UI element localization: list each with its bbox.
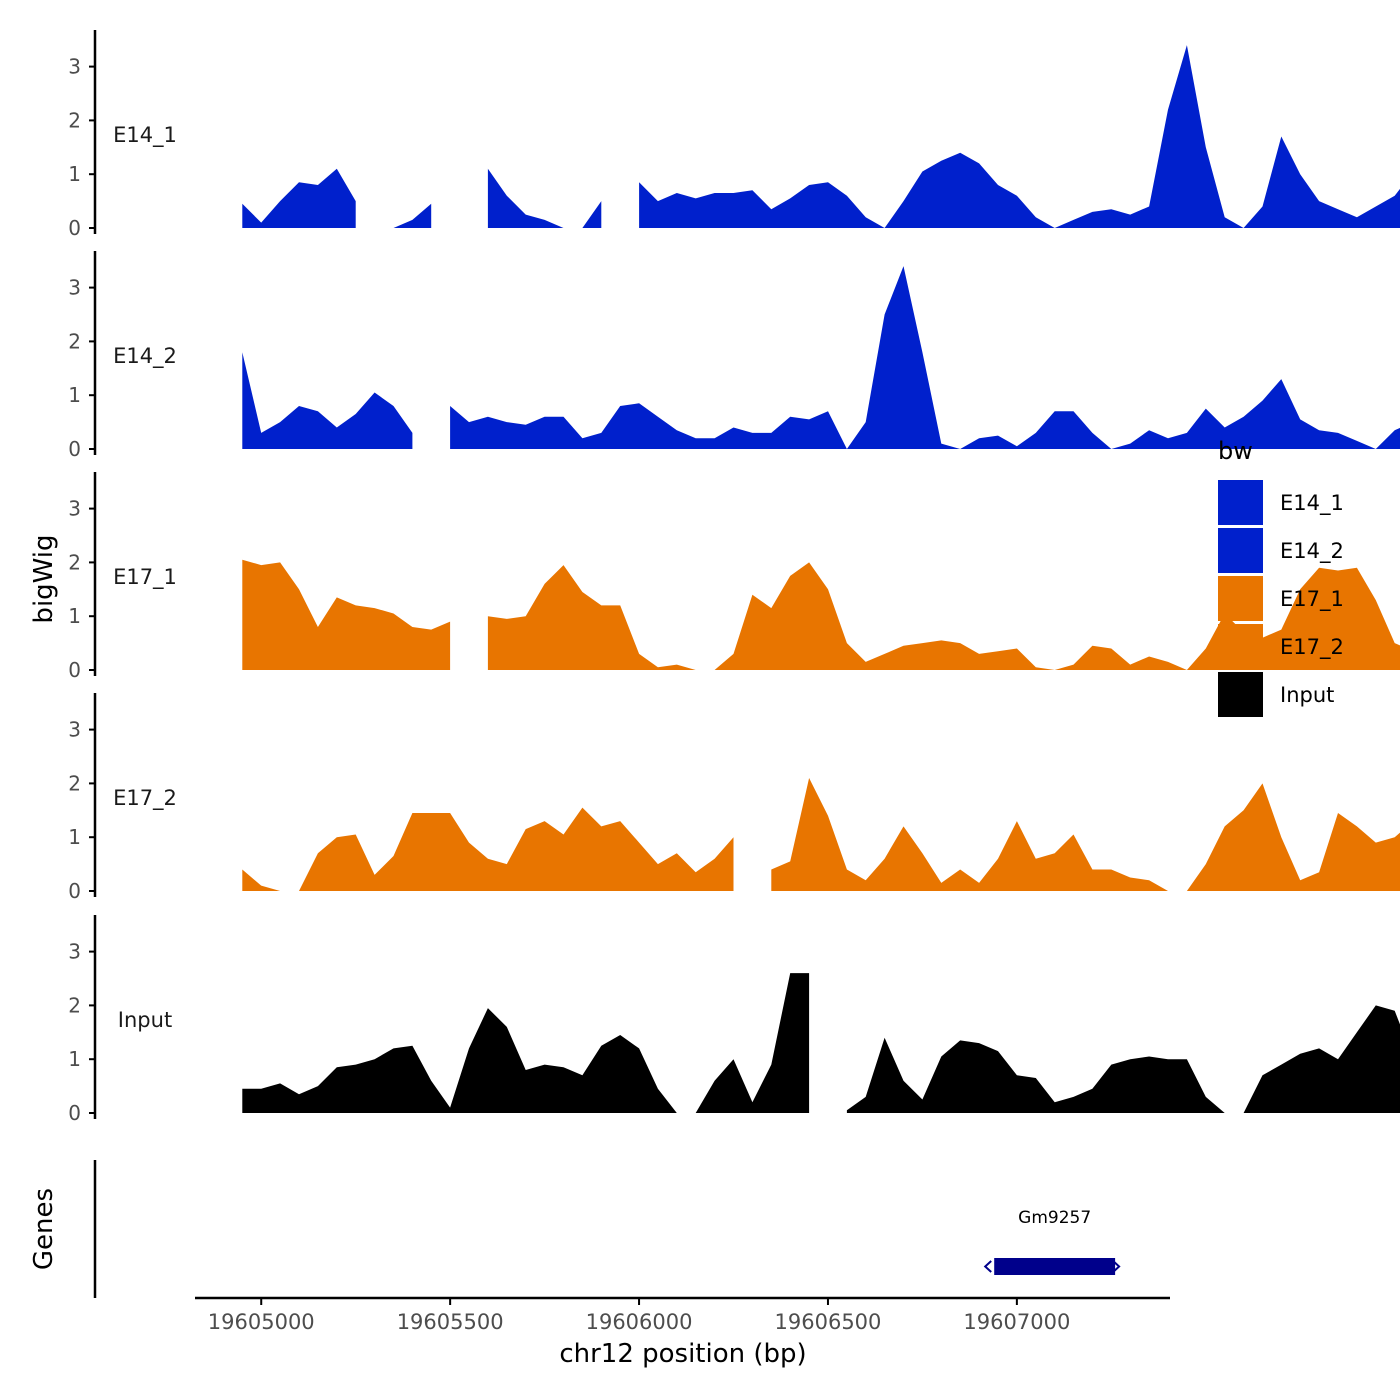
y-tick-label: 0 xyxy=(68,437,81,461)
y-tick-label: 2 xyxy=(68,993,81,1017)
coverage-area-e14-1 xyxy=(242,45,1400,228)
y-tick-label: 3 xyxy=(68,940,81,964)
panel-e14-1: 0 1 2 3 E14_1 xyxy=(68,30,1400,240)
y-tick-label: 0 xyxy=(68,879,81,903)
y-tick-label: 1 xyxy=(68,1047,81,1071)
x-tick-label: 19605000 xyxy=(208,1310,315,1334)
track-panels: 0 1 2 3 E14_1 0 1 2 3 E14_2 0 1 2 3 E17_1 0 1 2 3 E17_2 0 1 2 3… xyxy=(68,30,1400,1125)
y-tick-label: 2 xyxy=(68,550,81,574)
coverage-area-e14-2 xyxy=(242,266,1400,449)
y-tick-label: 2 xyxy=(68,329,81,353)
legend-label-e14-1: E14_1 xyxy=(1280,491,1344,516)
track-label-e17-1: E17_1 xyxy=(113,565,177,590)
x-tick-label: 19606500 xyxy=(775,1310,882,1334)
legend-key-e14-2 xyxy=(1218,528,1263,573)
x-axis: 19605000 19605500 19606000 19606500 19607000 xyxy=(195,1296,1170,1334)
panel-e17-1: 0 1 2 3 E17_1 xyxy=(68,472,1400,682)
y-tick-label: 1 xyxy=(68,383,81,407)
y-tick-label: 0 xyxy=(68,658,81,682)
y-tick-label: 0 xyxy=(68,216,81,240)
legend-key-e14-1 xyxy=(1218,480,1263,525)
strand-arrow-icon xyxy=(1112,1260,1121,1273)
y-tick-label: 3 xyxy=(68,718,81,742)
strand-arrow-icon xyxy=(983,1260,992,1273)
track-label-e14-1: E14_1 xyxy=(113,123,177,148)
panel-e14-2: 0 1 2 3 E14_2 xyxy=(68,251,1400,461)
coverage-area-e17-2 xyxy=(242,778,1400,891)
x-axis-label: chr12 position (bp) xyxy=(559,1339,806,1369)
legend-label-e14-2: E14_2 xyxy=(1280,539,1344,564)
legend-key-e17-2 xyxy=(1218,624,1263,669)
gene-body-gm9257 xyxy=(994,1258,1116,1275)
gene-track: Gm9257 xyxy=(93,1160,1121,1298)
legend-key-input xyxy=(1218,672,1263,717)
legend-label-input: Input xyxy=(1280,683,1334,707)
y-tick-label: 0 xyxy=(68,1101,81,1125)
coverage-area-input xyxy=(242,973,1400,1113)
y-tick-label: 2 xyxy=(68,771,81,795)
y-tick-label: 1 xyxy=(68,162,81,186)
legend-label-e17-1: E17_1 xyxy=(1280,587,1344,612)
y-tick-label: 3 xyxy=(68,497,81,521)
coverage-area-e17-1 xyxy=(242,559,1400,670)
panel-e17-2: 0 1 2 3 E17_2 xyxy=(68,693,1400,903)
x-tick-label: 19607000 xyxy=(963,1310,1070,1334)
y-tick-label: 1 xyxy=(68,825,81,849)
legend: bw E14_1 E14_2 E17_1 E17_2 Input xyxy=(1218,437,1344,717)
y-axis-label: bigWig xyxy=(29,534,59,623)
legend-key-e17-1 xyxy=(1218,576,1263,621)
y-tick-label: 3 xyxy=(68,276,81,300)
panel-input: 0 1 2 3 Input xyxy=(68,915,1400,1125)
y-tick-label: 1 xyxy=(68,604,81,628)
legend-label-e17-2: E17_2 xyxy=(1280,635,1344,660)
track-label-e14-2: E14_2 xyxy=(113,344,177,369)
track-label-e17-2: E17_2 xyxy=(113,786,177,811)
y-tick-label: 3 xyxy=(68,55,81,79)
legend-title: bw xyxy=(1218,437,1253,465)
genes-axis-label: Genes xyxy=(29,1188,59,1270)
x-tick-label: 19606000 xyxy=(586,1310,693,1334)
gene-name-label: Gm9257 xyxy=(1018,1208,1091,1228)
x-tick-label: 19605500 xyxy=(397,1310,504,1334)
track-label-input: Input xyxy=(118,1008,172,1032)
y-tick-label: 2 xyxy=(68,108,81,132)
